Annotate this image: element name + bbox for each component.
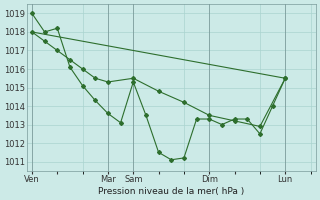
X-axis label: Pression niveau de la mer( hPa ): Pression niveau de la mer( hPa ) xyxy=(98,187,244,196)
